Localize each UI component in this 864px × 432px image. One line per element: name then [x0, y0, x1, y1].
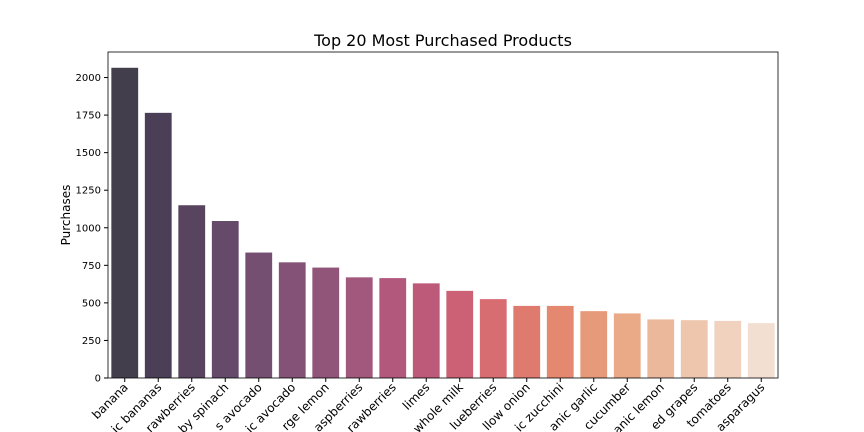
- bar: [446, 290, 474, 378]
- bar: [714, 320, 742, 378]
- bar: [345, 277, 373, 378]
- y-tick-label: 750: [82, 261, 101, 272]
- bar: [379, 278, 407, 378]
- y-tick-label: 250: [82, 336, 101, 347]
- y-tick-label: 2000: [76, 73, 101, 84]
- bar: [211, 221, 239, 378]
- y-tick-label: 0: [95, 374, 101, 385]
- bar: [647, 319, 675, 378]
- bar: [245, 252, 273, 378]
- bar: [546, 305, 574, 378]
- bar: [680, 320, 708, 378]
- bar: [479, 299, 507, 378]
- y-axis-label: Purchases: [59, 185, 73, 246]
- y-tick-label: 1750: [76, 111, 101, 122]
- bar: [111, 67, 139, 378]
- y-tick-label: 1500: [76, 148, 101, 159]
- bar: [412, 283, 440, 378]
- bar: [613, 313, 641, 378]
- bar: [144, 112, 172, 378]
- bar: [513, 305, 541, 378]
- bar: [178, 205, 206, 378]
- chart-title: Top 20 Most Purchased Products: [313, 31, 572, 50]
- plot-frame: [107, 51, 779, 379]
- y-tick-label: 500: [82, 298, 101, 309]
- y-tick-label: 1250: [76, 186, 101, 197]
- bar: [278, 262, 306, 378]
- bar: [312, 267, 340, 378]
- bar: [580, 311, 608, 378]
- bar: [747, 323, 775, 378]
- y-tick-label: 1000: [76, 223, 101, 234]
